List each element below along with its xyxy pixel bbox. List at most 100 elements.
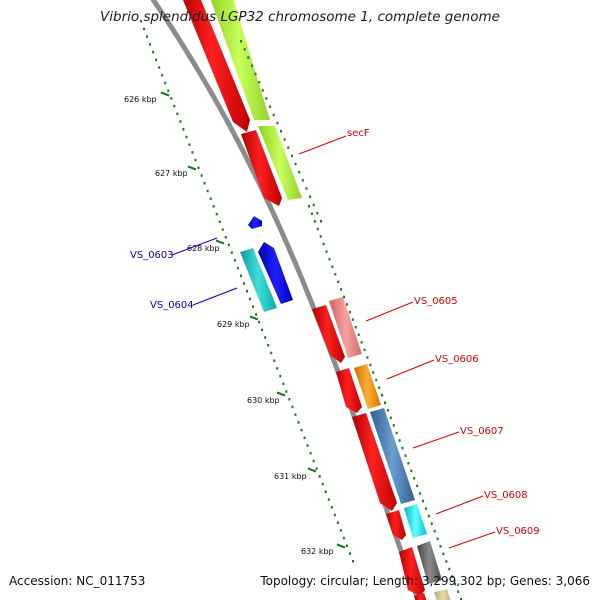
inner-minor-tick: [161, 74, 164, 77]
outer-minor-tick: [363, 348, 366, 352]
major-tick: [336, 543, 346, 549]
inner-minor-tick: [200, 174, 203, 177]
outer-minor-tick: [395, 431, 398, 435]
outer-minor-tick: [309, 195, 312, 198]
gene-arrow-VS_0607: [352, 413, 397, 511]
inner-minor-tick: [352, 560, 354, 563]
inner-minor-tick: [209, 197, 212, 200]
inner-minor-tick: [227, 243, 230, 247]
tick-label: 630 kbp: [247, 396, 280, 405]
outer-minor-tick: [419, 492, 422, 495]
gene-label[interactable]: VS_0609: [496, 526, 540, 537]
inner-minor-tick: [215, 212, 218, 216]
gene-arrow-VS_0608: [386, 510, 406, 540]
outer-minor-tick: [448, 567, 451, 571]
gene-arrow: [414, 593, 427, 600]
major-tick: [276, 391, 286, 397]
outer-minor-tick: [445, 560, 448, 563]
outer-minor-tick: [401, 446, 404, 450]
inner-minor-tick: [179, 120, 182, 123]
gene-arrow-VS_0606-cog: [354, 364, 381, 409]
gene-label[interactable]: VS_0604: [150, 300, 194, 311]
outer-minor-tick: [384, 401, 386, 404]
outer-minor-tick: [313, 220, 316, 223]
outer-minor-tick: [392, 424, 395, 427]
inner-minor-tick: [300, 428, 303, 432]
gene-label[interactable]: VS_0603: [130, 250, 174, 261]
gene-label[interactable]: VS_0606: [435, 354, 479, 365]
outer-minor-tick: [310, 212, 313, 216]
outer-minor-tick: [454, 582, 457, 586]
inner-minor-tick: [149, 43, 152, 46]
outer-minor-tick: [398, 439, 401, 442]
outer-minor-tick: [283, 138, 286, 141]
outer-minor-tick: [258, 80, 261, 84]
genes-value: 3,066: [555, 574, 590, 588]
outer-minor-tick: [340, 288, 343, 291]
topology-label: Topology:: [260, 574, 317, 588]
outer-minor-tick: [290, 154, 293, 158]
gene-label[interactable]: VS_0607: [460, 426, 504, 437]
inner-minor-tick: [282, 382, 285, 386]
outer-minor-tick: [272, 113, 275, 117]
inner-minor-tick: [152, 50, 155, 54]
outer-minor-tick: [378, 386, 381, 389]
inner-minor-tick: [324, 490, 327, 494]
inner-minor-tick: [339, 529, 342, 532]
outer-minor-tick: [316, 227, 319, 231]
inner-minor-tick: [336, 521, 339, 524]
outer-minor-tick: [354, 325, 357, 329]
accession-value: NC_011753: [76, 574, 146, 588]
gene-label[interactable]: VS_0605: [414, 296, 458, 307]
inner-minor-tick: [255, 313, 258, 316]
gene-arrow-VS_0604-cog: [240, 248, 277, 312]
tick-label: 626 kbp: [124, 95, 157, 104]
outer-minor-tick: [269, 105, 272, 108]
outer-minor-tick: [312, 203, 315, 207]
inner-minor-tick: [321, 482, 324, 486]
inner-minor-tick: [158, 66, 161, 69]
inner-minor-tick: [270, 351, 273, 355]
reverse-strand-genes: [240, 216, 293, 312]
outer-minor-tick: [357, 333, 360, 336]
inner-minor-tick: [194, 158, 197, 162]
inner-minor-tick: [279, 374, 282, 378]
gene-arrow-VS_0606: [336, 368, 362, 413]
outer-minor-tick: [351, 318, 354, 321]
accession-info: Accession: NC_011753: [9, 574, 145, 588]
inner-minor-tick: [239, 274, 242, 278]
outer-minor-tick: [442, 552, 445, 556]
outer-minor-tick: [247, 56, 250, 59]
outer-minor-tick: [460, 598, 462, 600]
outer-minor-tick: [319, 235, 322, 238]
outer-minor-tick: [422, 499, 424, 503]
gene-label[interactable]: VS_0608: [484, 490, 528, 501]
gene-label[interactable]: secF: [347, 128, 370, 139]
gene-arrow-VS_0609: [399, 547, 425, 596]
outer-minor-tick: [360, 341, 363, 344]
inner-minor-tick: [297, 421, 300, 424]
outer-minor-tick: [416, 484, 419, 488]
outer-minor-tick: [457, 590, 460, 593]
outer-minor-tick: [343, 295, 346, 299]
tick-label: 628 kbp: [187, 244, 220, 253]
inner-minor-tick: [155, 58, 158, 62]
outer-minor-tick: [381, 393, 384, 397]
inner-minor-tick: [342, 536, 345, 540]
outer-minor-tick: [250, 64, 253, 68]
inner-minor-tick: [224, 236, 227, 239]
outer-minor-tick: [389, 416, 392, 420]
inner-minor-tick: [197, 166, 200, 170]
inner-minor-tick: [330, 506, 333, 509]
outer-minor-tick: [439, 545, 442, 548]
inner-minor-tick: [303, 436, 306, 440]
inner-minor-tick: [306, 444, 309, 447]
outer-minor-tick: [308, 205, 310, 208]
gene-label-leader: [365, 301, 414, 322]
outer-minor-tick: [451, 575, 454, 578]
outer-minor-tick: [366, 356, 369, 359]
gene-arrow-VS_0605-cog: [329, 297, 362, 358]
outer-minor-tick: [305, 187, 308, 190]
outer-minor-tick: [372, 371, 375, 374]
